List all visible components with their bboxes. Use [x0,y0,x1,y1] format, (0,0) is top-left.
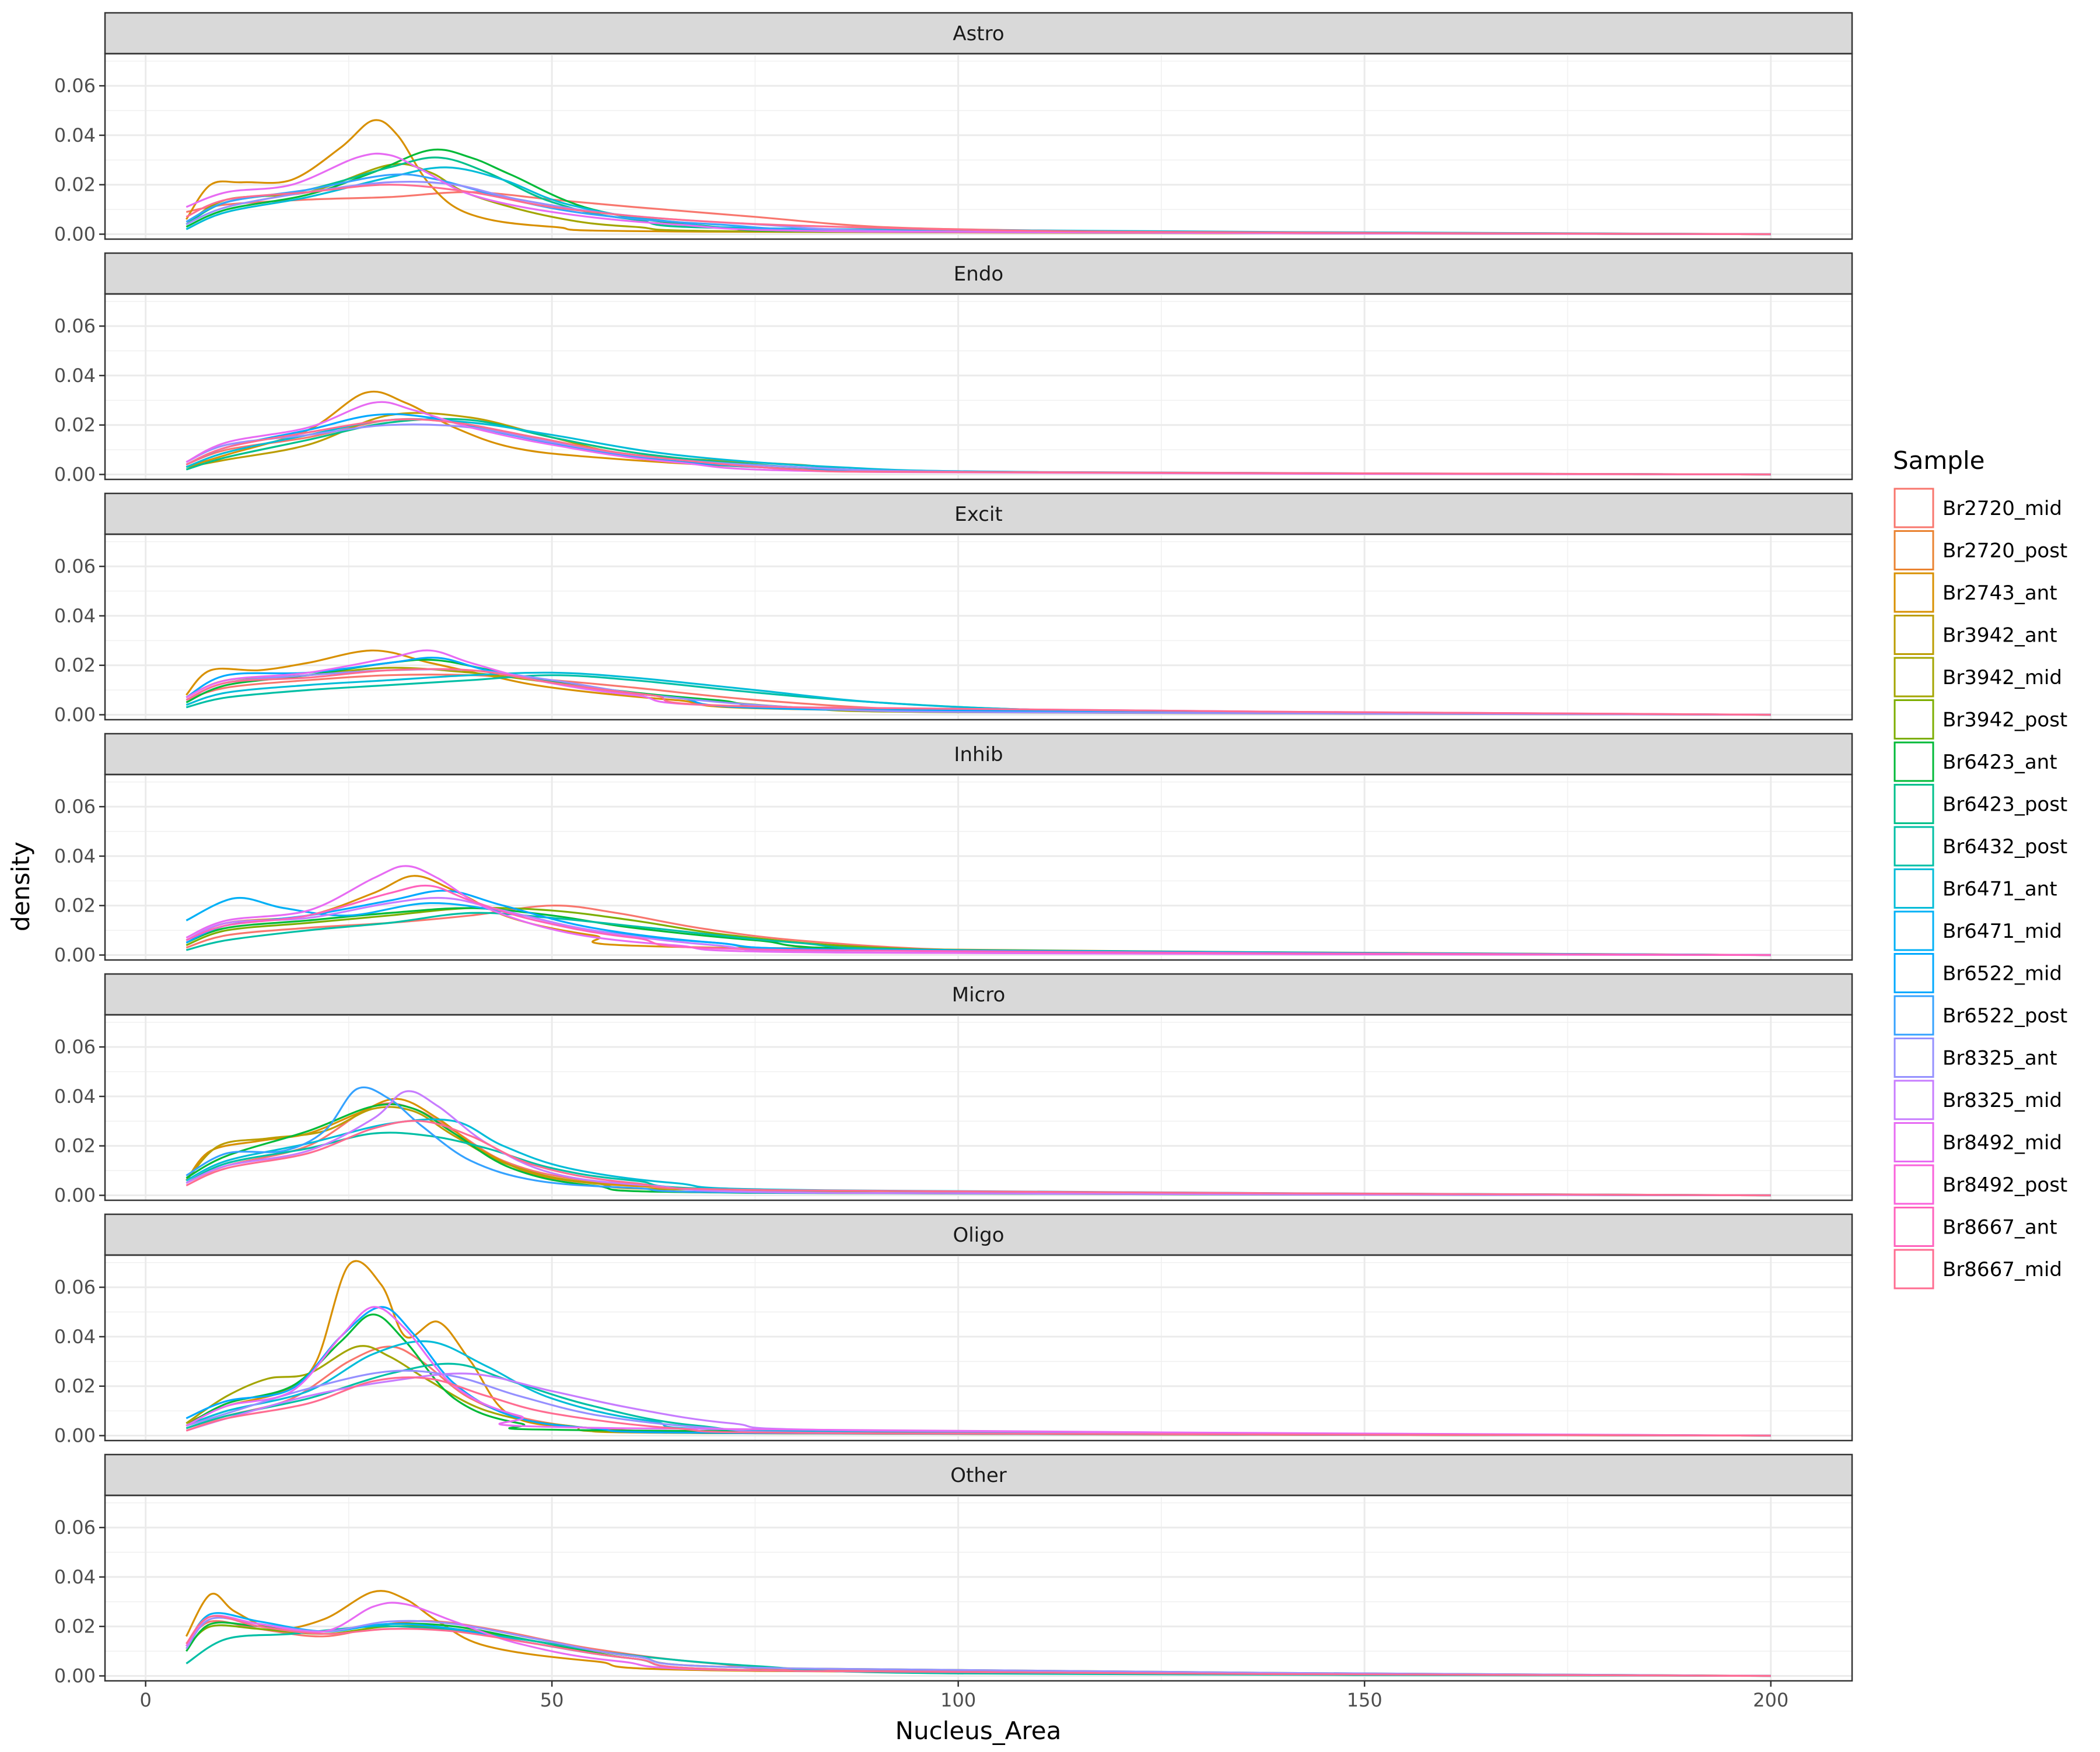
x-tick-label: 50 [540,1689,564,1711]
legend-key [1895,1123,1933,1162]
legend-key [1895,1165,1933,1204]
facet-label: Other [950,1464,1007,1487]
y-tick-label: 0.06 [54,1516,96,1539]
facet-label: Astro [953,22,1004,45]
y-tick-label: 0.04 [54,365,96,387]
y-tick-label: 0.04 [54,1326,96,1348]
y-tick-label: 0.04 [54,1566,96,1588]
legend-label: Br8325_ant [1943,1047,2057,1070]
legend-title: Sample [1893,446,1985,475]
y-tick-label: 0.00 [54,944,96,966]
y-tick-label: 0.02 [54,654,96,677]
legend-key [1895,996,1933,1035]
facet-label: Inhib [954,743,1003,766]
legend-label: Br3942_post [1943,709,2067,732]
legend-label: Br8492_mid [1943,1131,2062,1155]
y-tick-label: 0.02 [54,174,96,196]
legend-key [1895,1081,1933,1119]
legend-label: Br8325_mid [1943,1089,2062,1112]
legend-label: Br6522_mid [1943,962,2062,986]
legend-key [1895,870,1933,908]
legend-key [1895,954,1933,993]
y-tick-label: 0.00 [54,223,96,246]
y-tick-label: 0.00 [54,1425,96,1447]
legend-label: Br6522_post [1943,1004,2067,1028]
y-tick-label: 0.04 [54,124,96,146]
y-tick-label: 0.02 [54,895,96,917]
legend-key [1895,1039,1933,1077]
x-tick-label: 100 [940,1689,976,1711]
facet-label: Excit [954,503,1002,526]
legend-key [1895,912,1933,950]
x-axis-title: Nucleus_Area [895,1716,1062,1745]
legend-key [1895,1250,1933,1288]
y-tick-label: 0.06 [54,1276,96,1298]
facet-label: Micro [952,983,1006,1007]
legend-key [1895,489,1933,527]
y-tick-label: 0.04 [54,845,96,867]
facet-label: Oligo [953,1224,1004,1247]
legend-label: Br2720_post [1943,539,2067,563]
y-axis-title: density [6,842,35,931]
y-tick-label: 0.00 [54,464,96,486]
y-tick-label: 0.02 [54,414,96,436]
legend-label: Br3942_mid [1943,666,2062,689]
x-tick-label: 0 [139,1689,151,1711]
legend-label: Br6423_ant [1943,751,2057,774]
legend-key [1895,742,1933,781]
y-tick-label: 0.02 [54,1375,96,1397]
y-tick-label: 0.06 [54,555,96,577]
x-tick-label: 200 [1753,1689,1788,1711]
legend-key [1895,573,1933,612]
legend-key [1895,785,1933,824]
legend-label: Br2720_mid [1943,497,2062,520]
y-tick-label: 0.06 [54,1036,96,1058]
legend-label: Br8492_post [1943,1173,2067,1197]
y-tick-label: 0.02 [54,1616,96,1638]
legend-key [1895,531,1933,570]
y-tick-label: 0.00 [54,704,96,726]
legend-key [1895,827,1933,866]
legend-key [1895,1208,1933,1246]
legend-label: Br8667_mid [1943,1258,2062,1281]
legend-label: Br6471_mid [1943,920,2062,943]
legend-label: Br8667_ant [1943,1216,2057,1239]
y-tick-label: 0.06 [54,796,96,818]
legend-label: Br3942_ant [1943,624,2057,647]
y-tick-label: 0.02 [54,1135,96,1157]
legend-label: Br6471_ant [1943,878,2057,901]
y-tick-label: 0.06 [54,75,96,97]
legend-label: Br6432_post [1943,835,2067,859]
y-tick-label: 0.00 [54,1665,96,1687]
legend-key [1895,658,1933,696]
legend-key [1895,616,1933,654]
y-tick-label: 0.04 [54,605,96,627]
y-tick-label: 0.06 [54,315,96,337]
y-tick-label: 0.00 [54,1185,96,1207]
x-tick-label: 150 [1347,1689,1382,1711]
y-tick-label: 0.04 [54,1085,96,1108]
facet-label: Endo [954,262,1003,286]
legend-key [1895,700,1933,739]
legend-label: Br2743_ant [1943,581,2057,605]
legend-label: Br6423_post [1943,793,2067,817]
